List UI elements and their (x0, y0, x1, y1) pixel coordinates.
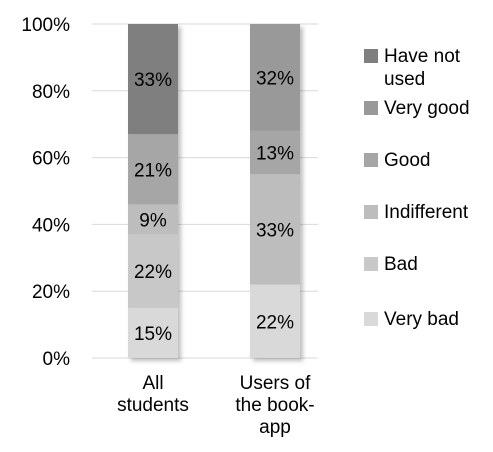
legend-swatch (364, 153, 378, 167)
category-label: All students (117, 373, 189, 416)
legend-swatch (364, 312, 378, 326)
legend-swatch (364, 257, 378, 271)
y-tick-label: 60% (32, 149, 70, 170)
legend-label: Indifferent (384, 202, 469, 223)
category-label: Users of the book-app (235, 373, 314, 438)
data-label: 32% (256, 68, 294, 89)
legend: Have not used Very good Good Indifferent Bad V… (364, 46, 470, 330)
data-label: 22% (134, 262, 172, 283)
legend-swatch (364, 101, 378, 115)
bar-segment (128, 234, 178, 308)
legend-label: Very good (384, 98, 470, 119)
bars: 15% 22% 9% 21% 33% 22% 33% 13% 32% (128, 24, 300, 358)
bar-segment (128, 134, 178, 205)
bar-segment (128, 307, 178, 358)
data-label: 33% (134, 70, 172, 91)
data-label: 9% (139, 210, 167, 231)
data-label: 15% (134, 324, 172, 345)
data-label: 22% (256, 312, 294, 333)
data-label: 13% (256, 144, 294, 165)
y-tick-label: 80% (32, 82, 70, 103)
legend-swatch (364, 205, 378, 219)
bar-segment (250, 24, 300, 131)
bar-stack (128, 24, 178, 358)
x-axis: All students Users of the book-app (117, 373, 315, 438)
bar-segment (128, 24, 178, 135)
bar-segment (250, 130, 300, 175)
y-tick-label: 20% (32, 282, 70, 303)
legend-label: Good (384, 150, 430, 171)
y-tick-label: 100% (21, 15, 70, 36)
data-label: 33% (256, 220, 294, 241)
data-label: 21% (134, 160, 172, 181)
y-tick-label: 0% (43, 349, 71, 370)
bar-segment (250, 174, 300, 285)
bar-segment (250, 284, 300, 358)
legend-label: Bad (384, 254, 418, 275)
legend-label: Have not used (384, 46, 461, 90)
y-tick-label: 40% (32, 215, 70, 236)
legend-label: Very bad (384, 309, 459, 330)
y-axis: 0% 20% 40% 60% 80% 100% (21, 15, 70, 370)
bar-stack (250, 24, 300, 358)
bar-segment (128, 204, 178, 235)
legend-swatch (364, 49, 378, 63)
